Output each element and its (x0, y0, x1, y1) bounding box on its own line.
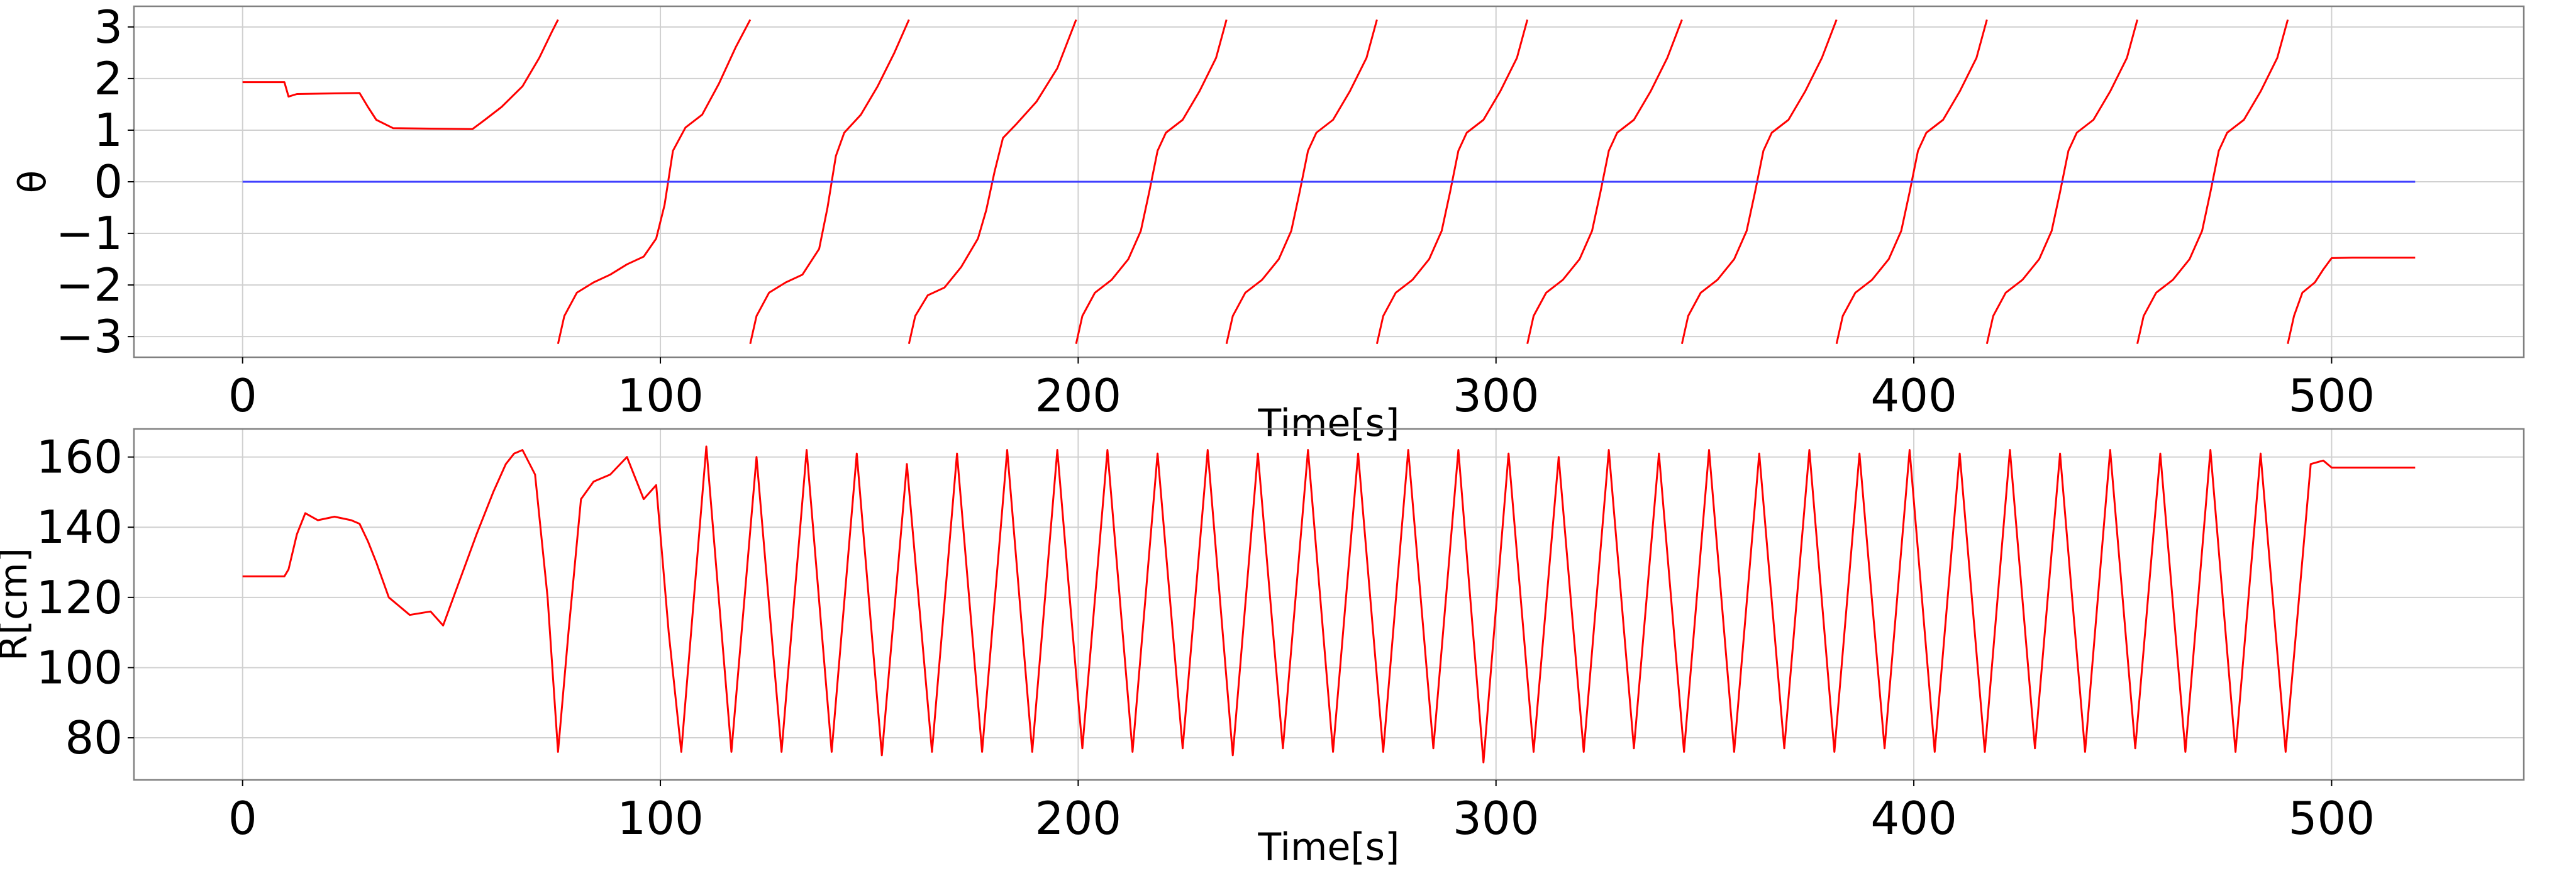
radius-x-tick-label: 400 (1870, 792, 1957, 845)
theta-series-0-segment-9 (1835, 19, 1988, 345)
theta-y-tick-label: 1 (94, 104, 123, 157)
theta-y-tick-label: −1 (56, 207, 123, 260)
radius-ticks: 0 100 200 300 400 500 160 140 120 100 80 (36, 431, 2375, 845)
radius-x-tick-label: 100 (617, 792, 703, 845)
theta-series-0-segment-11 (2136, 19, 2289, 345)
radius-x-axis-label: Time[s] (1258, 825, 1400, 869)
radius-x-tick-label: 200 (1035, 792, 1121, 845)
theta-x-axis-label: Time[s] (1258, 401, 1400, 445)
theta-series-0-segment-10 (1985, 19, 2138, 345)
radius-y-tick-label: 140 (36, 501, 123, 553)
theta-y-tick-label: 2 (94, 52, 123, 105)
theta-series-0-segment-3 (908, 19, 1077, 345)
theta-series-0-segment-12 (2287, 257, 2416, 345)
radius-y-tick-label: 120 (36, 571, 123, 624)
theta-series-0-segment-7 (1526, 19, 1683, 345)
theta-y-axis-label: θ (11, 170, 55, 194)
theta-x-tick-label: 0 (228, 369, 257, 422)
theta-y-tick-label: 0 (94, 155, 123, 208)
radius-grid (134, 429, 2524, 780)
theta-x-tick-label: 300 (1453, 369, 1539, 422)
radius-x-tick-label: 300 (1453, 792, 1539, 845)
theta-x-tick-label: 100 (617, 369, 703, 422)
radius-x-tick-label: 500 (2289, 792, 2375, 845)
theta-y-tick-label: 3 (94, 1, 123, 53)
radius-panel: 0 100 200 300 400 500 160 140 120 100 80 Time[s] R… (0, 428, 2525, 869)
theta-series-0-segment-0 (242, 19, 559, 130)
theta-series (242, 19, 2416, 345)
theta-x-tick-label: 500 (2289, 369, 2375, 422)
radius-y-tick-label: 80 (65, 711, 123, 764)
theta-series-0-segment-4 (1075, 19, 1228, 345)
radius-series-0-segment-0 (242, 445, 2416, 764)
radius-series (242, 445, 2416, 764)
theta-series-0-segment-5 (1225, 19, 1378, 345)
theta-x-tick-label: 200 (1035, 369, 1121, 422)
theta-series-0-segment-6 (1375, 19, 1529, 345)
theta-series-0-segment-8 (1680, 19, 1838, 345)
theta-series-0-segment-1 (557, 19, 752, 345)
theta-series-0-segment-2 (749, 19, 910, 345)
theta-y-tick-label: −2 (56, 259, 123, 311)
theta-x-tick-label: 400 (1870, 369, 1957, 422)
radius-y-tick-label: 160 (36, 431, 123, 484)
radius-plot-frame (133, 428, 2525, 781)
radius-x-tick-label: 0 (228, 792, 257, 845)
radius-y-tick-label: 100 (36, 641, 123, 694)
radius-y-axis-label: R[cm] (0, 548, 36, 661)
theta-y-tick-label: −3 (56, 310, 123, 363)
